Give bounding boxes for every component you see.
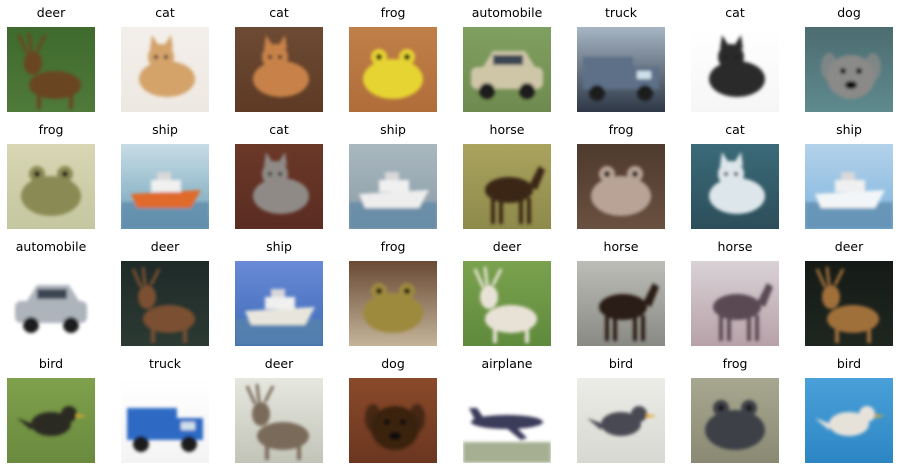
image-label: deer [36, 5, 66, 20]
image-label: deer [264, 356, 294, 371]
image-cell: deer [235, 356, 323, 463]
image-cell: frog [577, 122, 665, 229]
deer-thumbnail [7, 27, 95, 112]
ship-thumbnail [121, 144, 209, 229]
image-cell: deer [121, 239, 209, 346]
image-cell: truck [121, 356, 209, 463]
image-cell: cat [121, 5, 209, 112]
image-cell: deer [805, 239, 893, 346]
cat-thumbnail [691, 27, 779, 112]
image-cell: cat [235, 5, 323, 112]
automobile-thumbnail [463, 27, 551, 112]
dog-thumbnail [805, 27, 893, 112]
image-label: frog [380, 239, 406, 254]
cat-thumbnail [235, 144, 323, 229]
image-cell: truck [577, 5, 665, 112]
image-label: frog [722, 356, 748, 371]
image-label: dog [381, 356, 405, 371]
bird-thumbnail [577, 378, 665, 463]
image-cell: automobile [463, 5, 551, 112]
image-cell: bird [7, 356, 95, 463]
image-cell: ship [349, 122, 437, 229]
image-cell: deer [463, 239, 551, 346]
cat-thumbnail [235, 27, 323, 112]
image-label: automobile [15, 239, 87, 254]
image-cell: airplane [463, 356, 551, 463]
image-label: ship [152, 122, 178, 137]
ship-thumbnail [805, 144, 893, 229]
image-label: horse [489, 122, 525, 137]
image-cell: bird [577, 356, 665, 463]
image-label: horse [717, 239, 753, 254]
image-label: cat [269, 122, 289, 137]
image-label: ship [380, 122, 406, 137]
image-label: truck [604, 5, 638, 20]
image-label: bird [38, 356, 64, 371]
image-cell: horse [691, 239, 779, 346]
image-label: ship [266, 239, 292, 254]
frog-thumbnail [7, 144, 95, 229]
frog-thumbnail [691, 378, 779, 463]
frog-thumbnail [349, 27, 437, 112]
image-cell: bird [805, 356, 893, 463]
image-label: cat [269, 5, 289, 20]
image-label: automobile [471, 5, 543, 20]
image-cell: cat [691, 5, 779, 112]
airplane-thumbnail [463, 378, 551, 463]
image-cell: frog [349, 5, 437, 112]
image-cell: horse [577, 239, 665, 346]
image-label: bird [608, 356, 634, 371]
truck-thumbnail [577, 27, 665, 112]
ship-thumbnail [235, 261, 323, 346]
image-cell: cat [691, 122, 779, 229]
image-cell: dog [805, 5, 893, 112]
ship-thumbnail [349, 144, 437, 229]
frog-thumbnail [349, 261, 437, 346]
image-label: cat [725, 122, 745, 137]
image-cell: horse [463, 122, 551, 229]
image-cell: deer [7, 5, 95, 112]
image-label: cat [725, 5, 745, 20]
automobile-thumbnail [7, 261, 95, 346]
image-label: ship [836, 122, 862, 137]
deer-thumbnail [121, 261, 209, 346]
image-cell: dog [349, 356, 437, 463]
deer-thumbnail [235, 378, 323, 463]
bird-thumbnail [805, 378, 893, 463]
image-label: deer [834, 239, 864, 254]
dog-thumbnail [349, 378, 437, 463]
image-cell: automobile [7, 239, 95, 346]
image-label: frog [380, 5, 406, 20]
image-cell: cat [235, 122, 323, 229]
image-label: truck [148, 356, 182, 371]
image-label: dog [837, 5, 861, 20]
image-cell: frog [691, 356, 779, 463]
image-cell: ship [805, 122, 893, 229]
image-label: deer [492, 239, 522, 254]
image-cell: frog [7, 122, 95, 229]
horse-thumbnail [577, 261, 665, 346]
cat-thumbnail [121, 27, 209, 112]
image-label: frog [38, 122, 64, 137]
image-label: airplane [481, 356, 533, 371]
deer-thumbnail [805, 261, 893, 346]
image-cell: ship [121, 122, 209, 229]
horse-thumbnail [691, 261, 779, 346]
image-cell: frog [349, 239, 437, 346]
cat-thumbnail [691, 144, 779, 229]
frog-thumbnail [577, 144, 665, 229]
horse-thumbnail [463, 144, 551, 229]
bird-thumbnail [7, 378, 95, 463]
image-label: bird [836, 356, 862, 371]
image-label: frog [608, 122, 634, 137]
deer-thumbnail [463, 261, 551, 346]
image-label: horse [603, 239, 639, 254]
image-label: deer [150, 239, 180, 254]
image-label: cat [155, 5, 175, 20]
image-cell: ship [235, 239, 323, 346]
truck-thumbnail [121, 378, 209, 463]
